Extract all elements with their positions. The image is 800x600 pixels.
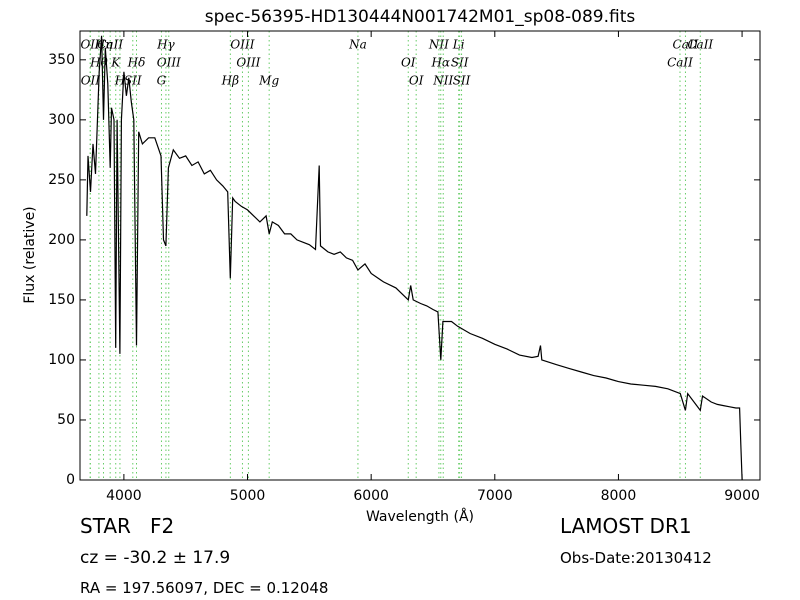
spectral-line-label: K (110, 56, 121, 70)
spectral-line-label: CaII (673, 38, 699, 52)
y-tick-label: 0 (66, 472, 75, 488)
obs-date: Obs-Date:20130412 (560, 549, 712, 567)
spectral-line-label: SII (451, 56, 469, 70)
spectral-line-label: Na (348, 38, 367, 52)
y-tick-label: 300 (48, 112, 75, 128)
y-tick-label: 100 (48, 352, 75, 368)
spectral-line-label: Mg (258, 74, 279, 88)
spectral-line-label: OII (81, 74, 101, 88)
spectral-line-label: CaII (97, 38, 123, 52)
spectrum-line (86, 35, 743, 480)
spectral-line-label: Hη (94, 38, 113, 52)
spectral-line-label: SII (453, 74, 471, 88)
redshift: cz = -30.2 ± 17.9 (80, 548, 231, 568)
y-axis-label: Flux (relative) (22, 206, 38, 303)
chart-title: spec-56395-HD130444N001742M01_sp08-089.f… (205, 7, 636, 27)
spectral-line-label: OIII (236, 56, 260, 70)
spectral-line-label: Hα (430, 56, 450, 70)
spectral-line-label: OI (401, 56, 416, 70)
x-tick-label: 8000 (601, 488, 637, 504)
coordinates: RA = 197.56097, DEC = 0.12048 (80, 579, 329, 597)
y-tick-label: 150 (48, 292, 75, 308)
spectral-line-label: OIII (230, 38, 254, 52)
spectral-line-label: SII (124, 74, 142, 88)
x-tick-label: 4000 (106, 488, 142, 504)
spectral-line-label: CaII (687, 38, 713, 52)
survey: LAMOST DR1 (560, 514, 692, 538)
y-tick-label: 250 (48, 172, 75, 188)
spectral-line-label: G (157, 74, 167, 88)
spectral-line-label: NII (432, 74, 453, 88)
spectral-line-label: OI (409, 74, 424, 88)
y-tick-label: 350 (48, 52, 75, 68)
y-tick-label: 200 (48, 232, 75, 248)
spectral-line-label: OIII (157, 56, 181, 70)
spectral-line-label: CaII (667, 56, 693, 70)
object-class: STAR F2 (80, 514, 175, 538)
x-tick-label: 9000 (724, 488, 760, 504)
x-tick-label: 6000 (353, 488, 389, 504)
spectral-line-label: Hδ (127, 56, 146, 70)
spectral-line-label: NII (428, 38, 449, 52)
spectral-line-label: Hβ (221, 74, 239, 88)
x-tick-label: 5000 (230, 488, 266, 504)
y-tick-label: 50 (57, 412, 75, 428)
spectral-line-label: Hγ (156, 38, 175, 52)
plot-frame (79, 30, 761, 481)
x-axis-label: Wavelength (Å) (366, 508, 474, 525)
spectral-line-label: Li (452, 38, 465, 52)
x-tick-label: 7000 (477, 488, 513, 504)
